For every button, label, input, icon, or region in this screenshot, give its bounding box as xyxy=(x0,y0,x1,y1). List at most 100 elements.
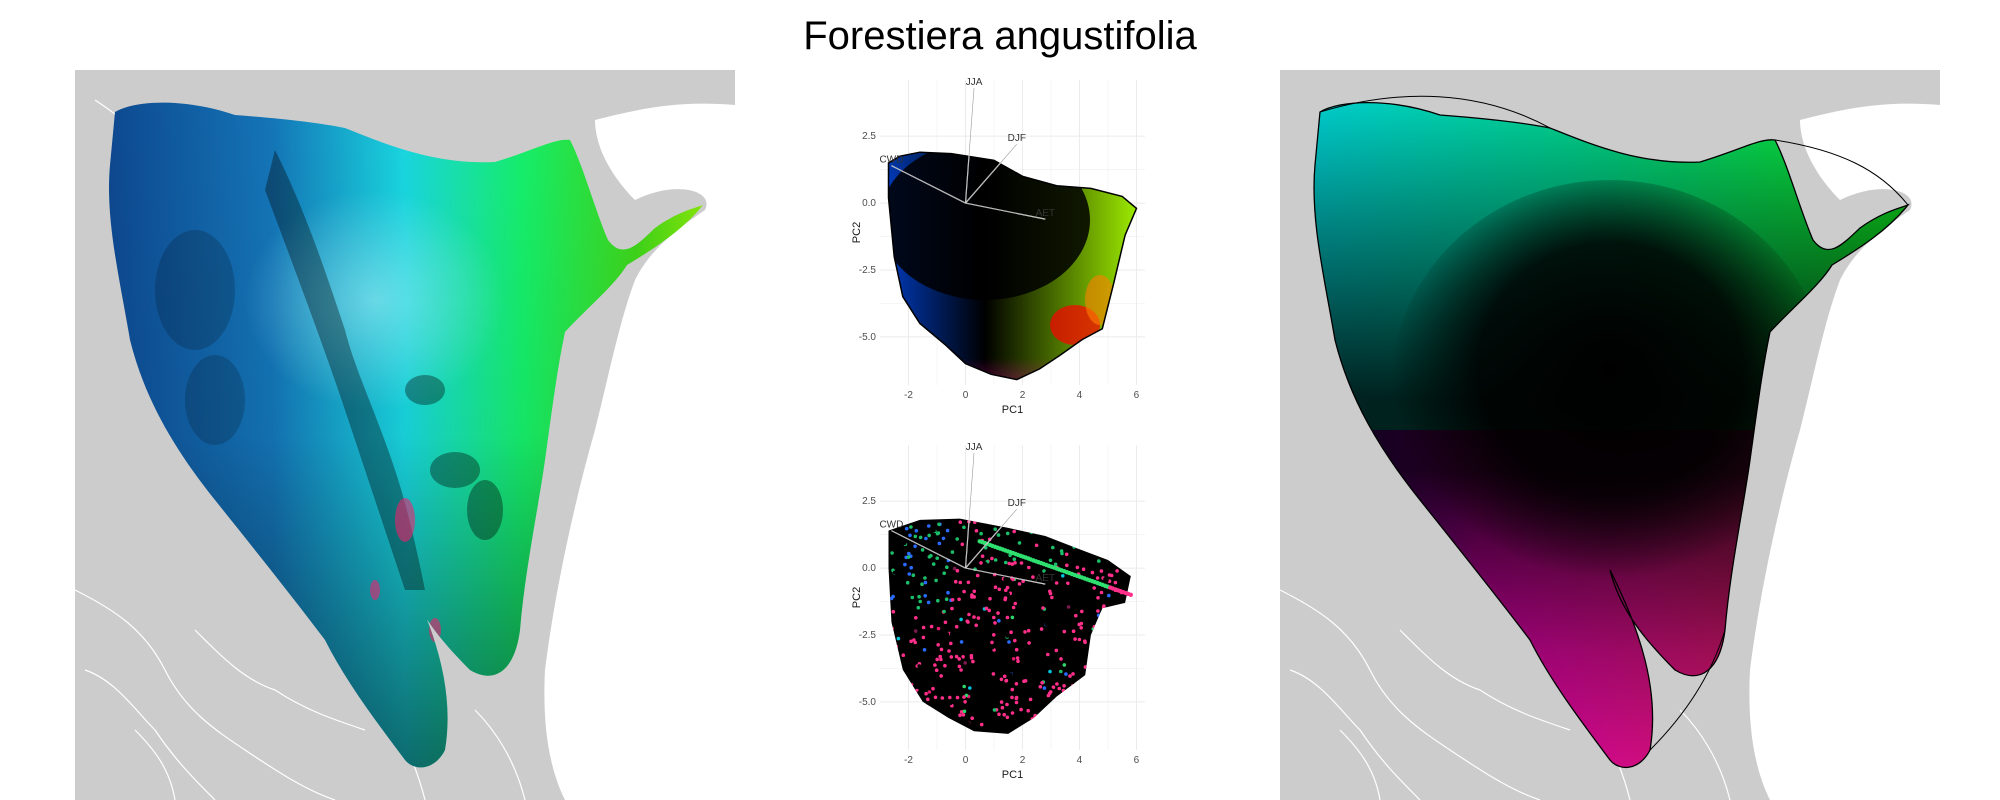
scatter-point xyxy=(943,663,947,668)
right-smoothed-map xyxy=(1280,70,1940,800)
scatter-point xyxy=(1032,656,1036,660)
scatter-point xyxy=(910,653,915,657)
pca-bottom-loading-vectors: JJA DJF CWD AET xyxy=(879,442,1055,585)
scatter-point xyxy=(1060,673,1064,678)
scatter-point-band xyxy=(1128,592,1133,597)
scatter-point xyxy=(1059,579,1063,584)
scatter-point xyxy=(920,582,924,586)
scatter-point xyxy=(951,591,956,596)
scatter-point xyxy=(1011,577,1015,582)
x-axis-title: PC1 xyxy=(1002,404,1023,416)
scatter-point xyxy=(982,624,986,629)
scatter-point xyxy=(1068,627,1072,632)
scatter-point xyxy=(932,528,936,533)
scatter-point xyxy=(963,700,967,704)
scatter-point xyxy=(983,546,988,550)
scatter-point xyxy=(1027,712,1031,717)
scatter-point xyxy=(1020,672,1025,676)
scatter-point xyxy=(992,615,996,620)
x-tick-label: 0 xyxy=(963,390,969,401)
scatter-point xyxy=(909,639,913,644)
vector-label-jja: JJA xyxy=(966,77,983,88)
scatter-point xyxy=(1060,551,1064,556)
y-tick-label: -5.0 xyxy=(859,697,877,708)
scatter-point xyxy=(1003,596,1008,600)
scatter-point xyxy=(1066,581,1070,586)
scatter-point xyxy=(938,654,942,659)
scatter-point xyxy=(1064,649,1068,653)
scatter-point xyxy=(994,603,998,608)
scatter-point xyxy=(1044,613,1049,618)
vector-label-djf: DJF xyxy=(1008,133,1026,144)
scatter-point xyxy=(1051,545,1055,550)
scatter-point xyxy=(1064,672,1068,676)
y-tick-label: 0.0 xyxy=(862,563,876,574)
scatter-point xyxy=(934,578,938,583)
scatter-point xyxy=(1062,629,1067,634)
scatter-point xyxy=(950,550,955,554)
scatter-point xyxy=(992,633,996,637)
scatter-point xyxy=(925,620,929,624)
scatter-point xyxy=(998,694,1002,698)
y-tick-label: 2.5 xyxy=(862,496,876,507)
scatter-point xyxy=(970,716,974,720)
scatter-point xyxy=(1066,590,1071,595)
scatter-point xyxy=(924,536,928,541)
right-map-range-outline xyxy=(1313,101,1910,769)
scatter-point xyxy=(954,717,959,721)
scatter-point xyxy=(926,702,931,706)
scatter-point xyxy=(932,691,936,695)
scatter-point xyxy=(918,599,922,604)
scatter-point xyxy=(959,617,963,622)
scatter-point xyxy=(1096,596,1100,600)
scatter-point xyxy=(962,589,966,594)
scatter-point xyxy=(905,661,909,665)
scatter-point xyxy=(1019,561,1024,565)
scatter-point xyxy=(962,695,966,699)
scatter-point xyxy=(896,636,901,641)
scatter-point xyxy=(927,533,931,538)
scatter-point xyxy=(950,606,954,611)
scatter-point xyxy=(975,573,980,578)
scatter-point xyxy=(1002,712,1006,717)
scatter-point xyxy=(993,621,997,625)
page-title: Forestiera angustifolia xyxy=(803,14,1197,58)
pca-biplot-bottom: JJA DJF CWD AET -2 0 2 4 6 2.5 0.0 -2.5 -5.0 PC1 PC2 xyxy=(851,442,1145,781)
scatter-point xyxy=(942,571,946,575)
scatter-point xyxy=(973,710,978,715)
scatter-point xyxy=(979,561,983,565)
scatter-point xyxy=(1009,672,1013,676)
scatter-point xyxy=(935,657,939,662)
scatter-point xyxy=(1004,707,1008,712)
scatter-point xyxy=(1005,615,1010,620)
scatter-point xyxy=(1004,679,1008,683)
scatter-point xyxy=(940,696,945,700)
scatter-point xyxy=(907,586,911,591)
scatter-point xyxy=(923,594,927,598)
scatter-point xyxy=(1059,657,1063,661)
scatter-point xyxy=(1054,641,1058,645)
scatter-point xyxy=(972,615,976,619)
scatter-point xyxy=(999,700,1004,704)
scatter-point xyxy=(924,665,929,669)
scatter-point xyxy=(964,668,969,673)
scatter-point xyxy=(1053,562,1058,567)
scatter-point xyxy=(910,592,914,596)
loading-vector-core-cwd xyxy=(891,530,966,569)
scatter-point xyxy=(892,570,897,575)
scatter-point xyxy=(941,536,946,541)
y-tick-label: -2.5 xyxy=(859,265,877,276)
scatter-point xyxy=(936,643,940,647)
scatter-point xyxy=(990,563,995,567)
scatter-point xyxy=(1040,681,1044,685)
scatter-point xyxy=(1033,708,1037,713)
scatter-point xyxy=(1016,659,1020,663)
scatter-point xyxy=(907,572,912,576)
scatter-point xyxy=(937,522,941,527)
scatter-point xyxy=(1010,687,1015,692)
x-tick-label: 4 xyxy=(1077,390,1083,401)
x-tick-label: -2 xyxy=(904,390,913,401)
scatter-point xyxy=(1075,655,1080,660)
scatter-point xyxy=(961,713,966,717)
scatter-point xyxy=(1034,706,1038,710)
